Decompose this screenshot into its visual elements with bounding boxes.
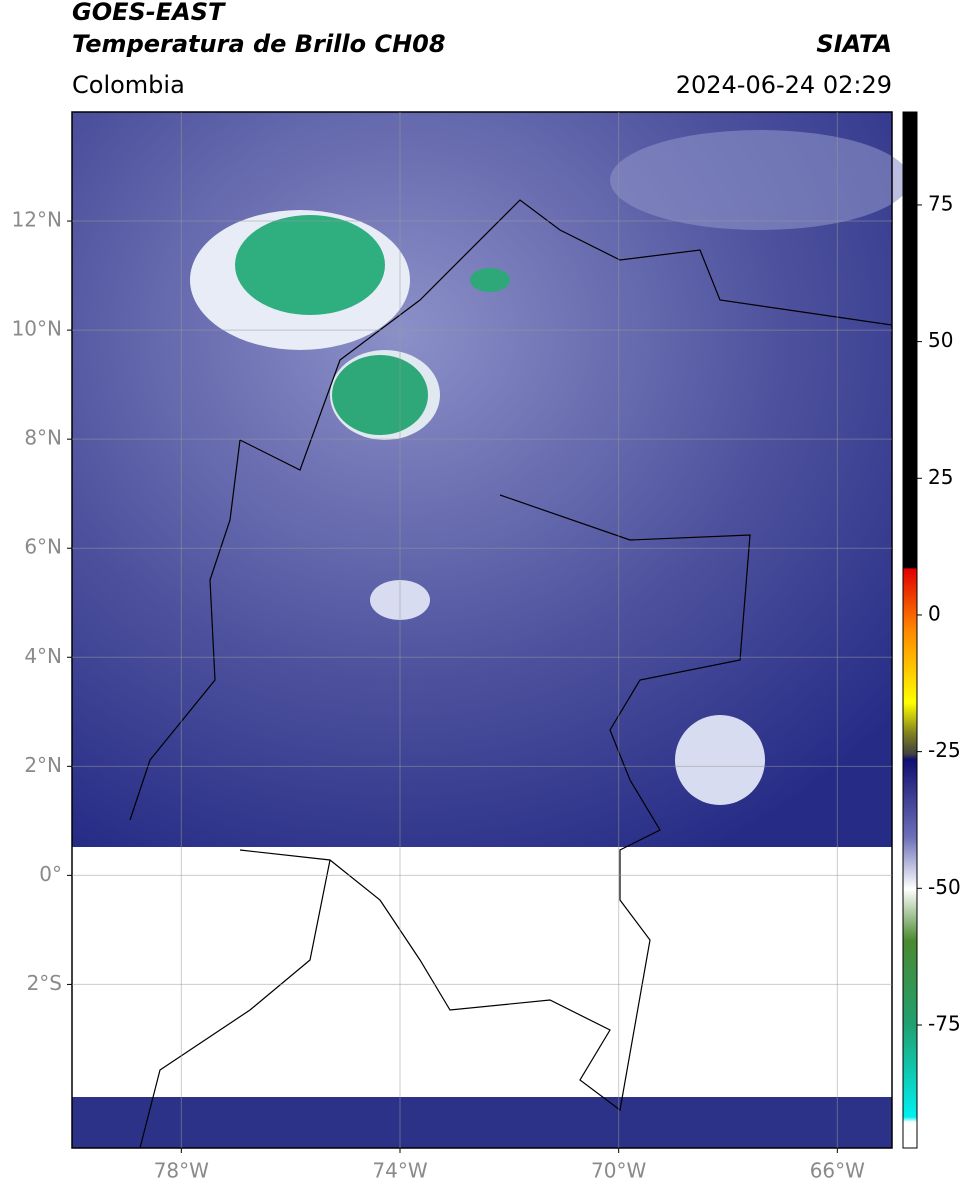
colorbar-label: -50 (928, 875, 961, 899)
x-tick-label: 66°W (810, 1159, 865, 1183)
colorbar-label: 0 (928, 601, 941, 625)
y-tick-label: 6°N (24, 535, 62, 559)
region: Colombia (72, 71, 185, 99)
title: GOES-EAST (72, 0, 226, 26)
x-tick-label: 74°W (372, 1159, 427, 1183)
imagery (72, 112, 910, 1149)
y-tick-label: 2°S (27, 971, 62, 995)
y-tick-label: 0° (39, 862, 62, 886)
colorbar-label: -25 (928, 738, 961, 762)
colorbar-label: 50 (928, 328, 953, 352)
subtitle: Temperatura de Brillo CH08 (72, 30, 446, 58)
x-tick-label: 70°W (591, 1159, 646, 1183)
y-tick-label: 4°N (24, 644, 62, 668)
y-tick-label: 2°N (24, 753, 62, 777)
colorbar (902, 111, 918, 1149)
y-tick-label: 12°N (12, 208, 62, 232)
y-tick-label: 8°N (24, 426, 62, 450)
datetime: 2024-06-24 02:29 (676, 71, 892, 99)
map-frame (71, 111, 893, 1149)
y-tick-label: 10°N (12, 317, 62, 341)
colorbar-label: 75 (928, 191, 953, 215)
x-tick-label: 78°W (154, 1159, 209, 1183)
colorbar-label: 25 (928, 465, 953, 489)
colorbar-label: -75 (928, 1011, 961, 1035)
source: SIATA (816, 30, 892, 58)
